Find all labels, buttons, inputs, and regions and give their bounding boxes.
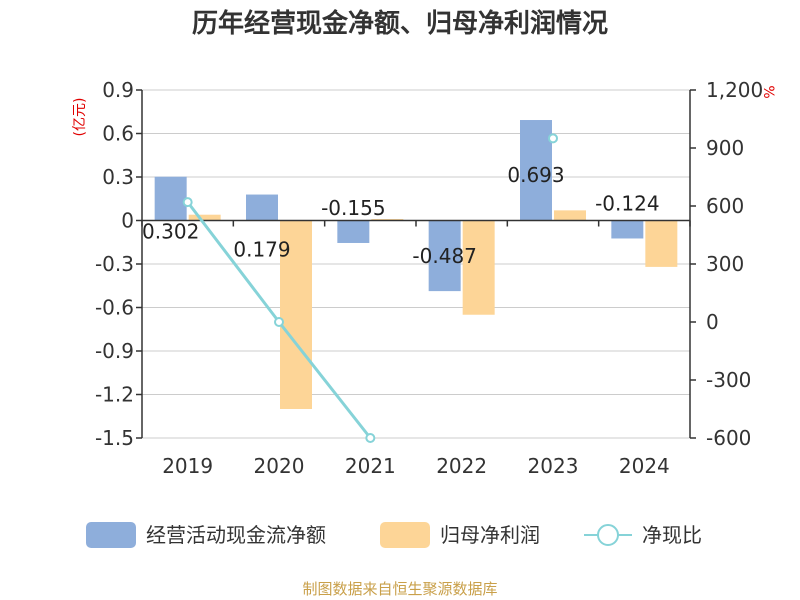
ratio-point [274, 317, 284, 327]
legend: 经营活动现金流净额 归母净利润 净现比 [86, 522, 702, 548]
left-tick-label: 0.3 [102, 165, 134, 189]
cashflow-bar [246, 194, 278, 221]
data-label: -0.487 [412, 244, 476, 268]
legend-label-profit: 归母净利润 [440, 523, 540, 547]
legend-swatch-cashflow [86, 522, 136, 548]
x-tick-label: 2021 [345, 454, 396, 478]
left-tick-label: -1.2 [95, 383, 134, 407]
left-tick-label: 0 [121, 209, 134, 233]
x-tick-label: 2020 [254, 454, 305, 478]
data-label: 0.693 [507, 163, 564, 187]
x-tick-label: 2022 [436, 454, 487, 478]
legend-label-ratio: 净现比 [642, 523, 702, 547]
data-label: -0.155 [321, 196, 385, 220]
cashflow-bar [611, 220, 644, 239]
cashflow-bar [154, 176, 187, 221]
data-label: -0.124 [595, 191, 659, 215]
profit-bar [462, 220, 495, 315]
right-tick-label: 300 [706, 252, 744, 276]
ratio-point [182, 197, 193, 208]
cashflow-bar [428, 220, 461, 292]
right-tick-label: -600 [706, 426, 751, 450]
profit-bar [554, 210, 586, 221]
bars [154, 120, 678, 409]
profit-bar [645, 220, 678, 267]
axes [136, 89, 696, 439]
profit-bar [188, 214, 221, 221]
right-tick-label: 600 [706, 194, 744, 218]
ratio-line [182, 133, 558, 443]
x-tick-label: 2024 [619, 454, 670, 478]
legend-label-cashflow: 经营活动现金流净额 [146, 523, 326, 547]
data-source: 制图数据来自恒生聚源数据库 [302, 580, 497, 598]
left-axis-unit: (亿元) [72, 98, 88, 137]
right-axis-unit: % [760, 85, 776, 98]
right-tick-label: 900 [706, 136, 744, 160]
data-label: 0.179 [233, 238, 290, 262]
right-tick-label: -300 [706, 368, 751, 392]
x-tick-label: 2019 [162, 454, 213, 478]
left-tick-label: 0.9 [102, 78, 134, 102]
cashflow-bar [337, 220, 370, 243]
left-tick-label: -0.9 [95, 339, 134, 363]
x-tick-label: 2023 [528, 454, 579, 478]
right-tick-label: 0 [706, 310, 719, 334]
legend-marker-ratio [597, 524, 619, 546]
tick-labels: 0.9 0.6 0.3 0 -0.3 -0.6 -0.9 -1.2 -1.5 1,200 900 60… [95, 78, 763, 478]
right-tick-label: 1,200 [706, 78, 763, 102]
chart-title: 历年经营现金净额、归母净利润情况 [192, 8, 608, 39]
ratio-point [548, 133, 558, 144]
profit-bar [280, 220, 312, 409]
left-tick-label: -1.5 [95, 426, 134, 450]
legend-swatch-profit [380, 522, 430, 548]
grid-lines [142, 89, 690, 439]
ratio-point [365, 433, 376, 443]
data-labels: 0.302 0.179 -0.155 -0.487 0.693 -0.124 [142, 163, 660, 268]
cashflow-bar [520, 120, 552, 221]
data-label: 0.302 [142, 220, 199, 244]
left-tick-label: 0.6 [102, 122, 134, 146]
left-tick-label: -0.6 [95, 296, 134, 320]
left-tick-label: -0.3 [95, 252, 134, 276]
